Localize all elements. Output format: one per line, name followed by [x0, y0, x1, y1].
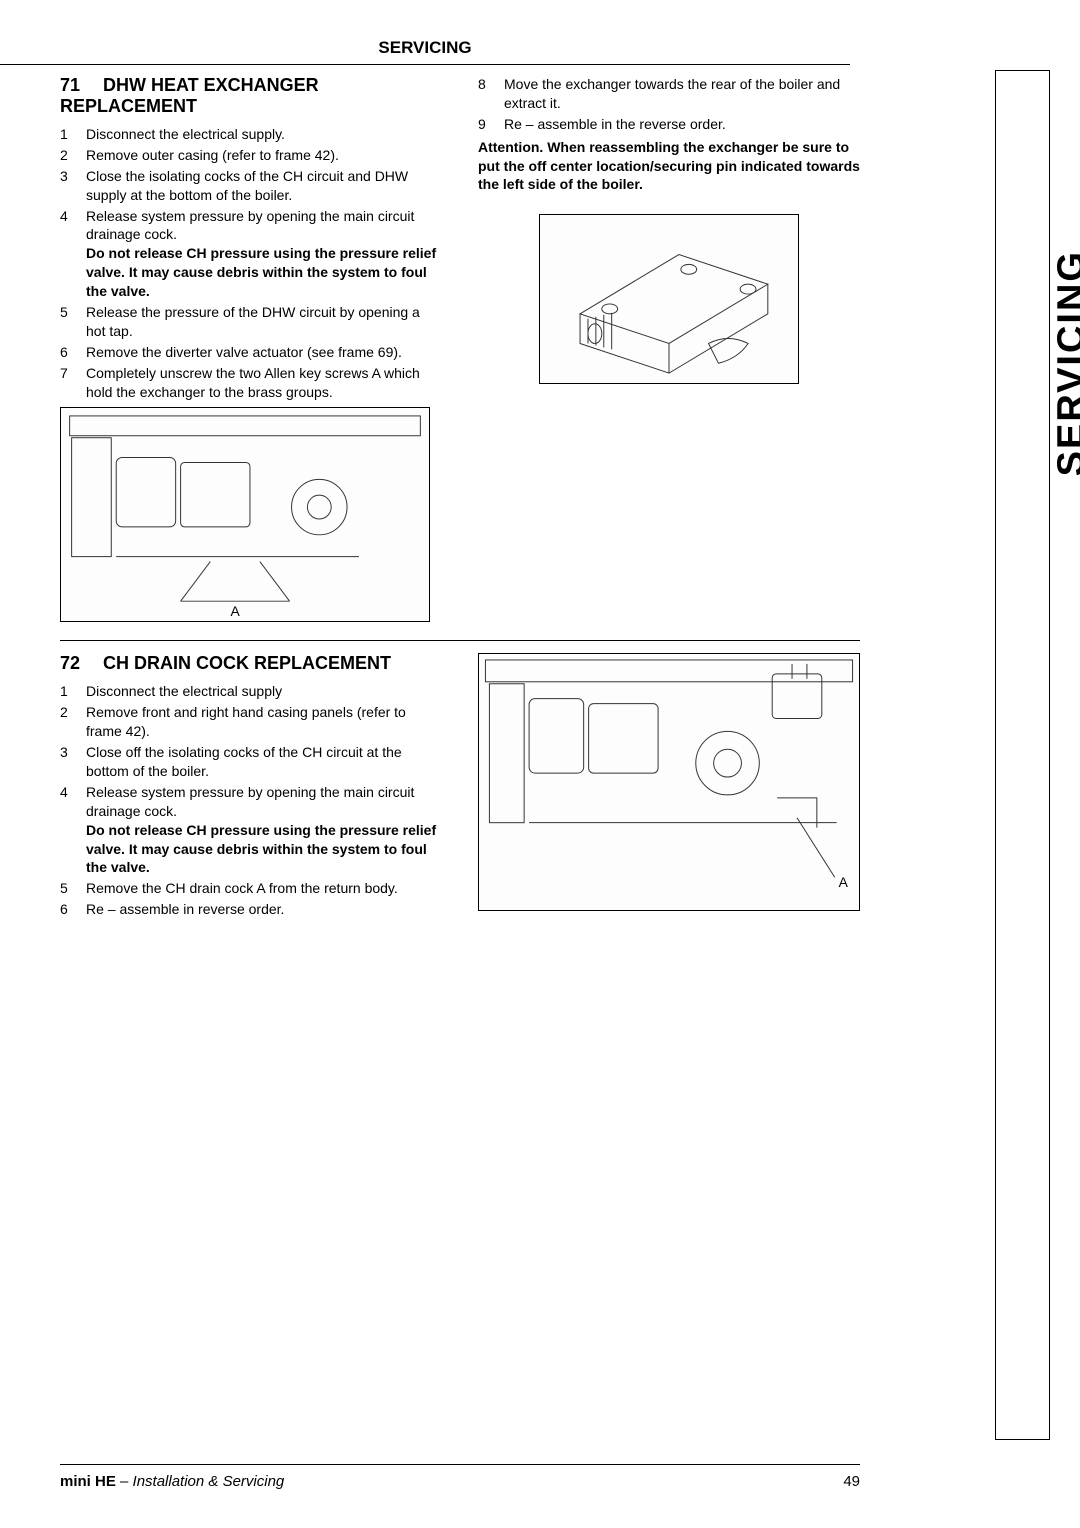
section-71-title: 71 DHW HEAT EXCHANGER REPLACEMENT	[60, 75, 442, 117]
footer-product: mini HE	[60, 1473, 116, 1490]
list-item: Release system pressure by opening the m…	[60, 783, 442, 877]
list-item: Release the pressure of the DHW circuit …	[60, 303, 442, 341]
sidebar-tab-label: SERVICING	[1050, 250, 1080, 476]
footer-page-number: 49	[843, 1473, 860, 1490]
section-72-right: A	[478, 653, 860, 911]
section-71-right-steps: Move the exchanger towards the rear of t…	[478, 75, 860, 134]
section-71-number: 71	[60, 75, 98, 96]
list-item: Remove outer casing (refer to frame 42).	[60, 146, 442, 165]
section-71-left-steps: Disconnect the electrical supply. Remove…	[60, 125, 442, 401]
section-71-left: 71 DHW HEAT EXCHANGER REPLACEMENT Discon…	[60, 75, 442, 622]
main-content: 71 DHW HEAT EXCHANGER REPLACEMENT Discon…	[60, 75, 860, 921]
list-item: Completely unscrew the two Allen key scr…	[60, 364, 442, 402]
list-item: Re – assemble in reverse order.	[60, 900, 442, 919]
list-item: Remove the diverter valve actuator (see …	[60, 343, 442, 362]
diagram-71-boiler-internals: A	[60, 407, 430, 622]
list-item: Remove front and right hand casing panel…	[60, 703, 442, 741]
section-72-heading: CH DRAIN COCK REPLACEMENT	[103, 653, 391, 673]
page-header-title: SERVICING	[0, 38, 850, 65]
section-71-right: Move the exchanger towards the rear of t…	[478, 75, 860, 384]
list-item: Remove the CH drain cock A from the retu…	[60, 879, 442, 898]
diagram-72-boiler-drain-cock: A	[478, 653, 860, 911]
diagram-71a-label-a: A	[230, 604, 240, 620]
list-item: Disconnect the electrical supply.	[60, 125, 442, 144]
list-item: Move the exchanger towards the rear of t…	[478, 75, 860, 113]
list-item: Close off the isolating cocks of the CH …	[60, 743, 442, 781]
section-72-title: 72 CH DRAIN COCK REPLACEMENT	[60, 653, 442, 674]
diagram-71-heat-exchanger	[539, 214, 799, 384]
section-72-number: 72	[60, 653, 98, 674]
footer-subtitle: Installation & Servicing	[133, 1473, 285, 1490]
section-71-heading: DHW HEAT EXCHANGER REPLACEMENT	[60, 75, 319, 116]
list-item: Close the isolating cocks of the CH circ…	[60, 167, 442, 205]
section-72-left: 72 CH DRAIN COCK REPLACEMENT Disconnect …	[60, 653, 442, 921]
list-item: Re – assemble in the reverse order.	[478, 115, 860, 134]
section-71-attention: Attention. When reassembling the exchang…	[478, 138, 860, 195]
sidebar-tab-box	[995, 70, 1050, 1440]
footer-dash: –	[116, 1473, 133, 1490]
section-72-steps: Disconnect the electrical supply Remove …	[60, 682, 442, 919]
section-divider	[60, 640, 860, 641]
list-item: Disconnect the electrical supply	[60, 682, 442, 701]
list-item: Release system pressure by opening the m…	[60, 207, 442, 301]
page-footer: mini HE – Installation & Servicing 49	[60, 1464, 860, 1490]
diagram-72-label-a: A	[839, 875, 849, 891]
